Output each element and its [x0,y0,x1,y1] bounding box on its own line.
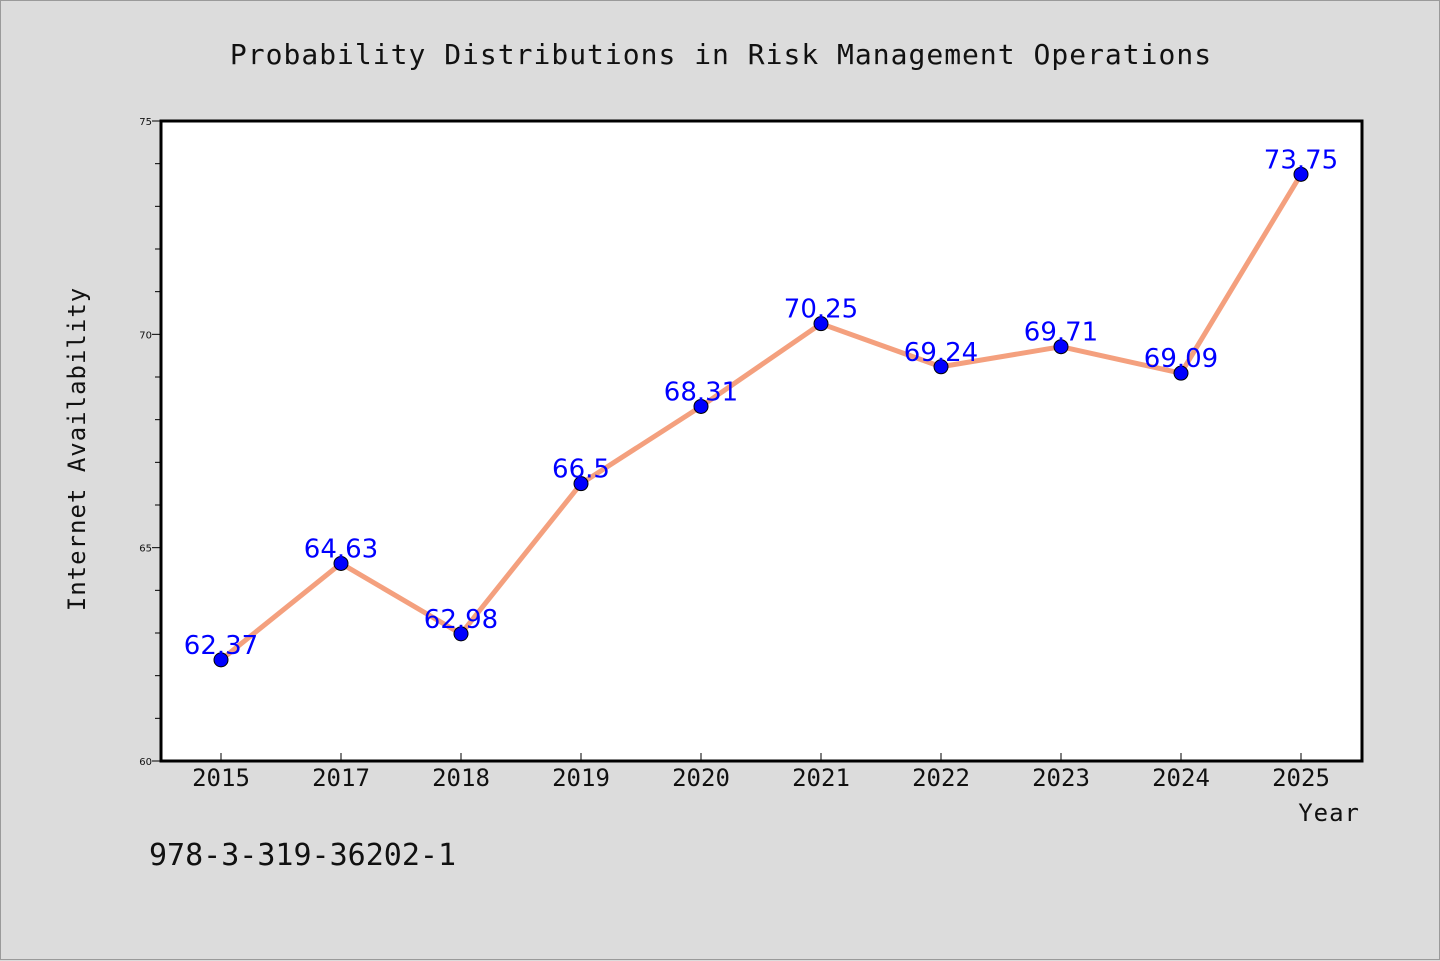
x-tick-label: 2024 [1152,764,1210,792]
data-label: 69.24 [904,338,978,368]
data-label: 64.63 [304,534,378,564]
data-label: 70.25 [784,295,858,325]
x-tick-label: 2025 [1272,764,1330,792]
footer-text: 978-3-319-36202-1 [149,838,456,873]
x-tick-label: 2023 [1032,764,1090,792]
data-point [693,398,709,414]
data-point [1053,339,1069,355]
y-tick-label: 70 [139,330,152,341]
data-point [813,316,829,332]
series-layer: 62.37 64.63 62.98 66.5 68.31 70.25 69.24 69.71 6… [184,145,1338,668]
x-tick-label: 2017 [312,764,370,792]
x-tick-label: 2022 [912,764,970,792]
chart-title: Probability Distributions in Risk Manage… [230,38,1212,71]
data-point [1293,166,1309,182]
x-tick-label: 2021 [792,764,850,792]
y-tick-label: 75 [139,117,152,128]
y-tick-label: 60 [139,757,152,768]
data-point [333,555,349,571]
x-axis: 2015 2017 2018 2019 2020 2021 2022 2023 2024 2025 [192,753,1330,792]
x-axis-label: Year [1298,799,1360,827]
data-label: 62.37 [184,631,258,661]
data-point [213,652,229,668]
data-point [1173,365,1189,381]
data-label: 66.5 [552,455,610,485]
x-tick-label: 2015 [192,764,250,792]
data-label: 68.31 [664,377,738,407]
y-tick-label: 65 [139,544,152,555]
data-label: 69.09 [1144,344,1218,374]
data-point [933,359,949,375]
x-tick-label: 2020 [672,764,730,792]
x-tick-label: 2018 [432,764,490,792]
y-axis-label: Internet Availability [63,287,91,611]
data-label: 62.98 [424,605,498,635]
plot-area [159,119,1364,763]
data-label: 73.75 [1264,145,1338,175]
data-point [453,626,469,642]
series-line [218,171,1304,663]
data-point [573,476,589,492]
data-label: 69.71 [1024,318,1098,348]
y-axis: 60 65 70 75 [139,117,160,768]
x-tick-label: 2019 [552,764,610,792]
